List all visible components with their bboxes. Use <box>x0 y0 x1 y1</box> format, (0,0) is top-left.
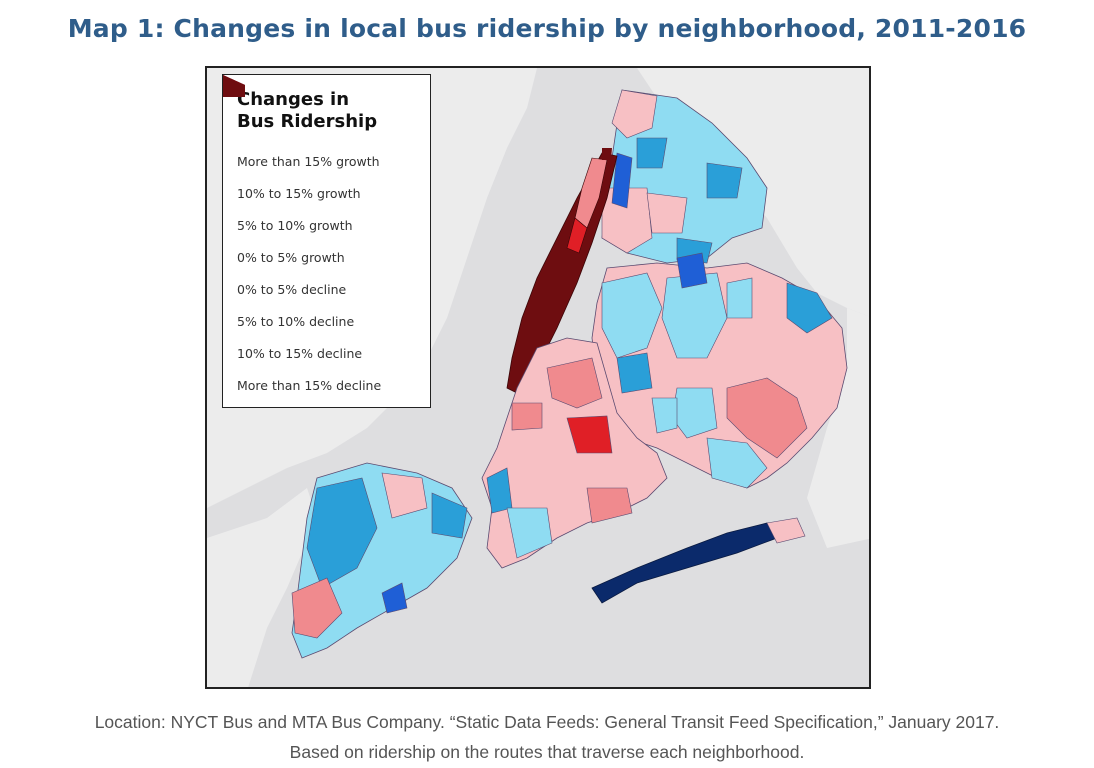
legend-swatch <box>223 75 245 97</box>
legend-title-line1: Changes in <box>237 89 350 110</box>
legend-item: 5% to 10% growth <box>223 75 418 241</box>
long-island-land <box>807 308 869 548</box>
source-caption: Location: NYCT Bus and MTA Bus Company. … <box>94 712 1000 732</box>
legend-label: More than 15% growth <box>237 153 380 169</box>
legend-title: Changes in Bus Ridership <box>237 89 418 133</box>
bronx-borough <box>601 89 768 264</box>
legend-item: More than 15% decline <box>223 75 418 401</box>
method-caption: Based on ridership on the routes that tr… <box>289 742 805 762</box>
legend-item: 0% to 5% growth <box>223 75 418 273</box>
legend-title-line2: Bus Ridership <box>237 111 378 132</box>
legend-item: 10% to 15% decline <box>223 75 418 369</box>
map-legend: Changes in Bus Ridership More than 15% g… <box>222 74 431 408</box>
queens-borough <box>591 252 848 489</box>
legend-label: 0% to 5% growth <box>237 249 345 265</box>
legend-label: 0% to 5% decline <box>237 281 347 297</box>
legend-item: More than 15% growth <box>223 75 418 177</box>
legend-label: More than 15% decline <box>237 377 382 393</box>
legend-label: 5% to 10% decline <box>237 313 355 329</box>
legend-item: 5% to 10% decline <box>223 75 418 337</box>
legend-item: 0% to 5% decline <box>223 75 418 305</box>
new-jersey-south-land <box>207 488 317 687</box>
rockaway-peninsula <box>591 517 806 604</box>
map-panel: Changes in Bus Ridership More than 15% g… <box>205 66 871 689</box>
legend-item: 10% to 15% growth <box>223 75 418 209</box>
legend-label: 5% to 10% growth <box>237 217 353 233</box>
legend-label: 10% to 15% decline <box>237 345 363 361</box>
legend-label: 10% to 15% growth <box>237 185 361 201</box>
map-title: Map 1: Changes in local bus ridership by… <box>67 14 1027 43</box>
staten-island-borough <box>291 462 473 659</box>
brooklyn-borough <box>481 337 668 569</box>
